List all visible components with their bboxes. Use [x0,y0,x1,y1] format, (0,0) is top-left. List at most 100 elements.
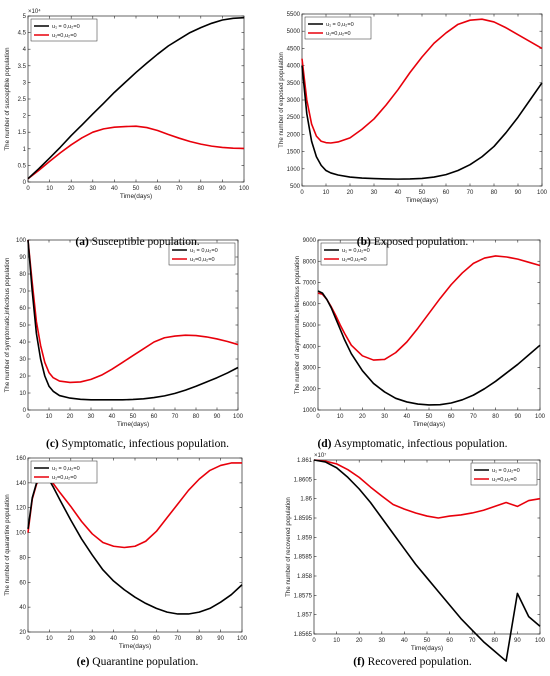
y-tick-label: 6000 [303,302,317,308]
y-tick-label: 3500 [287,81,301,87]
x-tick-label: 50 [132,636,139,642]
caption-c-label: (c) [45,438,59,450]
caption-c: (c) Symptomatic, infectious population. [0,438,275,450]
legend-c: u₁ = 0,u₂=0 u₁=0,u₂=0 [168,242,236,266]
y-tick-label: 30 [19,357,26,363]
caption-f-text: Recovered population. [367,656,472,668]
series-line-u-off [301,65,543,180]
x-tick-label: 0 [26,636,30,642]
series-line-u-off [317,290,541,406]
y-tick-label: 2 [23,114,27,120]
x-tick-label: 90 [217,636,224,642]
x-tick-label: 40 [111,186,118,192]
x-tick-label: 70 [172,414,179,420]
x-tick-label: 90 [515,190,522,196]
x-tick-label: 70 [469,638,476,644]
plot-frame-e [27,457,243,633]
series-line-u-red [313,459,541,519]
x-tick-label: 70 [174,636,181,642]
caption-f: (f) Recovered population. [275,656,550,668]
y-axis-label: The number of symptomatic,infectious pop… [4,257,11,392]
y-tick-label: 2500 [287,115,301,121]
x-tick-label: 20 [356,638,363,644]
x-tick-label: 0 [26,414,30,420]
x-tick-label: 90 [514,638,521,644]
y-tick-label: 5 [23,14,27,20]
caption-e: (e) Quarantine population. [0,656,275,668]
y-tick-label: 80 [19,555,26,561]
series-line-u-red [317,255,541,361]
x-tick-label: 60 [153,636,160,642]
plot-frame-b [301,13,543,187]
x-tick-label: 60 [154,186,161,192]
legend-entry-label: u₁ = 0,u₂=0 [342,248,370,254]
x-tick-label: 30 [89,636,96,642]
y-tick-label: 3.5 [18,64,27,70]
caption-d: (d) Asymptomatic, infectious population. [275,438,550,450]
chart-panel-b: 0 10 20 30 40 50 60 70 80 90 100 500 1000 1500 2000 250… [278,12,548,204]
legend-entry-label: u₁=0,u₂=0 [326,31,351,37]
x-tick-label: 20 [347,190,354,196]
x-tick-label: 0 [312,638,316,644]
y-tick-label: 1000 [287,167,301,173]
y-tick-label: 60 [19,306,26,312]
x-tick-label: 80 [492,414,499,420]
plot-frame-f [313,459,541,635]
legend-a: u₁ = 0,u₂=0 u₁=0,u₂=0 [30,18,98,42]
x-tick-label: 80 [491,190,498,196]
y-tick-label: 20 [19,630,26,636]
x-tick-label: 50 [130,414,137,420]
y-tick-label: 10 [19,391,26,397]
chart-panel-e: 0 10 20 30 40 50 60 70 80 90 100 20 40 60 80 100 120 140 1… [4,456,248,650]
series-line-u-red [301,18,543,144]
x-tick-label: 10 [333,638,340,644]
y-tick-label: 1000 [303,408,317,414]
x-tick-label: 70 [176,186,183,192]
y-tick-label: 4500 [287,46,301,52]
x-tick-label: 40 [109,414,116,420]
x-tick-label: 100 [239,186,250,192]
caption-a-text: Susceptible population. [91,236,200,248]
x-tick-label: 60 [151,414,158,420]
x-tick-label: 70 [470,414,477,420]
y-tick-label: 160 [16,456,27,462]
y-tick-label: 2.5 [18,97,27,103]
y-tick-label: 3 [23,80,27,86]
y-tick-label: 1.859 [297,535,313,541]
y-tick-label: 1500 [287,150,301,156]
legend-entry-label: u₁=0,u₂=0 [342,257,367,263]
y-tick-label: 500 [290,184,301,190]
y-tick-label: 50 [19,323,26,329]
x-tick-label: 30 [89,186,96,192]
y-tick-label: 5000 [303,323,317,329]
y-tick-label: 1.8595 [294,516,313,522]
x-tick-label: 40 [403,414,410,420]
x-tick-label: 0 [316,414,320,420]
y-tick-label: 70 [19,289,26,295]
y-tick-label: 5000 [287,29,301,35]
chart-panel-d: 0 10 20 30 40 50 60 70 80 90 100 1000 2000 3000 4000 50… [294,238,546,428]
x-tick-label: 100 [535,638,546,644]
legend-entry-label: u₁ = 0,u₂=0 [52,24,80,30]
caption-e-text: Quarantine population. [92,656,199,668]
x-tick-label: 60 [446,638,453,644]
x-tick-label: 100 [537,190,548,196]
x-axis-label: Time(days) [411,645,443,652]
series-line-u-off [27,239,239,401]
y-axis-label: The number of exposed population [278,52,285,148]
x-tick-label: 0 [300,190,304,196]
y-tick-label: 1.8565 [294,632,313,638]
legend-entry-label: u₁=0,u₂=0 [52,475,77,481]
y-tick-label: 1.857 [297,613,313,619]
y-axis-label: The number of asymptomatic,infectious po… [294,255,301,394]
legend-entry-label: u₁ = 0,u₂=0 [52,466,80,472]
x-tick-label: 40 [110,636,117,642]
x-tick-label: 10 [323,190,330,196]
legend-d: u₁ = 0,u₂=0 u₁=0,u₂=0 [320,242,388,266]
y-tick-label: 9000 [303,238,317,244]
x-tick-label: 20 [359,414,366,420]
y-tick-label: 0 [23,408,27,414]
caption-b: (b) Exposed population. [275,236,550,248]
x-tick-label: 100 [535,414,546,420]
